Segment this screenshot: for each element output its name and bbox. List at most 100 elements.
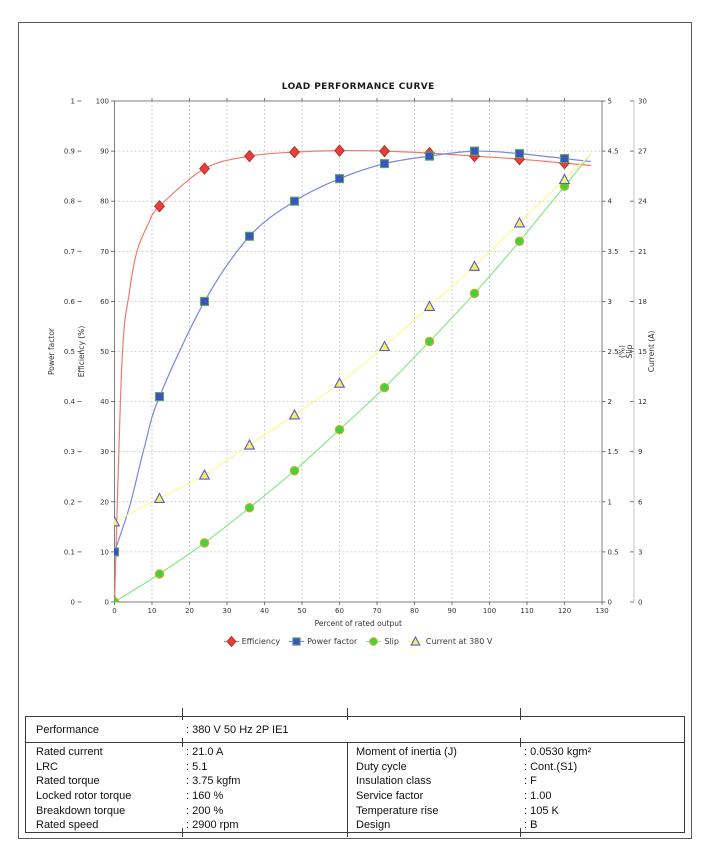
- svg-text:1: 1: [608, 498, 612, 506]
- slip-axis-title-unit: (%): [618, 345, 627, 358]
- svg-text:30: 30: [638, 98, 647, 106]
- spec-value: : 105 K: [524, 804, 559, 817]
- series-current: [114, 153, 592, 527]
- spec-label: Temperature rise: [356, 804, 439, 817]
- table-border-right: [684, 716, 685, 832]
- legend-item-power_factor: Power factor: [289, 635, 357, 648]
- spec-value: : F: [524, 775, 537, 788]
- spec-label: Locked rotor torque: [36, 790, 132, 803]
- svg-text:1.5: 1.5: [608, 448, 619, 456]
- spec-row: Rated speed: 2900 rpm: [25, 818, 347, 833]
- svg-text:1: 1: [71, 98, 75, 106]
- spec-row: Design: B: [347, 818, 685, 833]
- svg-text:130: 130: [595, 607, 608, 615]
- column-tick: [347, 708, 348, 720]
- spec-value: : 200 %: [186, 804, 224, 817]
- spec-label: Breakdown torque: [36, 804, 126, 817]
- x-axis-title: Percent of rated output: [315, 619, 402, 628]
- spec-row: LRC: 5.1: [25, 760, 347, 775]
- svg-text:90: 90: [100, 148, 109, 156]
- performance-value: : 380 V 50 Hz 2P IE1: [186, 723, 289, 736]
- power-factor-axis-title: Power factor: [47, 327, 56, 375]
- efficiency-axis-title: Efficiency (%): [77, 326, 86, 378]
- svg-text:100: 100: [483, 607, 496, 615]
- spec-label: Design: [356, 819, 391, 832]
- svg-text:70: 70: [100, 248, 109, 256]
- svg-text:0.9: 0.9: [64, 148, 75, 156]
- svg-text:100: 100: [96, 98, 109, 106]
- legend-item-slip: Slip: [366, 635, 399, 648]
- svg-text:2.5: 2.5: [608, 348, 619, 356]
- svg-text:0.2: 0.2: [64, 498, 75, 506]
- spec-value: : 160 %: [186, 790, 224, 803]
- spec-row: Service factor: 1.00: [347, 789, 685, 804]
- legend-item-current: Current at 380 V: [407, 635, 493, 648]
- svg-text:80: 80: [410, 607, 419, 615]
- spec-label: Rated speed: [36, 819, 99, 832]
- svg-text:20: 20: [100, 498, 109, 506]
- spec-row: Insulation class: F: [347, 774, 685, 789]
- svg-text:21: 21: [638, 248, 647, 256]
- chart-title: LOAD PERFORMANCE CURVE: [282, 82, 435, 92]
- svg-text:0.5: 0.5: [64, 348, 75, 356]
- svg-text:0.7: 0.7: [64, 248, 75, 256]
- svg-text:24: 24: [638, 198, 647, 206]
- svg-text:40: 40: [260, 607, 269, 615]
- series-efficiency: [114, 144, 591, 603]
- svg-text:30: 30: [223, 607, 232, 615]
- load-performance-curve-svg: 0 10 20 30 40 50 60 70 80 90 100 110 120 130010203040…: [47, 82, 656, 628]
- svg-text:0.4: 0.4: [64, 398, 76, 406]
- spec-row: Rated torque: 3.75 kgfm: [25, 774, 347, 789]
- svg-text:0: 0: [112, 607, 116, 615]
- legend-label: Slip: [384, 636, 399, 646]
- spec-value: : 3.75 kgfm: [186, 775, 241, 788]
- circle-marker-icon: [366, 636, 382, 646]
- table-border-left: [25, 716, 26, 832]
- spec-value: : Cont.(S1): [524, 760, 578, 773]
- svg-text:0.5: 0.5: [608, 548, 619, 556]
- spec-row: Temperature rise : 105 K: [347, 803, 685, 818]
- spec-value: : 21.0 A: [186, 746, 224, 759]
- svg-text:10: 10: [100, 548, 109, 556]
- legend-item-efficiency: Efficiency: [223, 635, 281, 648]
- spec-row: Breakdown torque : 200 %: [25, 803, 347, 818]
- spec-row: Duty cycle: Cont.(S1): [347, 760, 685, 775]
- svg-text:40: 40: [100, 398, 109, 406]
- legend-label: Current at 380 V: [425, 636, 493, 646]
- svg-text:0.3: 0.3: [64, 448, 75, 456]
- series-power_factor: [114, 146, 591, 557]
- svg-text:50: 50: [100, 348, 109, 356]
- triangle-marker-icon: [407, 635, 423, 646]
- svg-text:4: 4: [608, 198, 613, 206]
- current-axis-title: Current (A): [647, 331, 656, 373]
- load-performance-chart: 0 10 20 30 40 50 60 70 80 90 100 110 120 130 0 10 20 30 40…: [19, 23, 691, 683]
- performance-label: Performance: [36, 723, 99, 736]
- svg-text:70: 70: [373, 607, 382, 615]
- spec-value: : 0.0530 kgm²: [524, 746, 592, 759]
- svg-text:50: 50: [298, 607, 307, 615]
- svg-text:110: 110: [520, 607, 533, 615]
- spec-label: Rated current: [36, 746, 103, 759]
- diamond-marker-icon: [223, 635, 239, 647]
- svg-text:5: 5: [608, 98, 612, 106]
- svg-text:3: 3: [638, 548, 642, 556]
- legend-label: Efficiency: [241, 636, 281, 646]
- spec-row: Moment of inertia (J): 0.0530 kgm²: [347, 745, 685, 760]
- chart-legend: Efficiency Power factor Slip Current at 380…: [114, 633, 602, 649]
- table-left-column: Rated current : 21.0 A LRC: 5.1 Rated tor…: [25, 745, 347, 833]
- svg-text:10: 10: [148, 607, 157, 615]
- svg-text:90: 90: [448, 607, 457, 615]
- svg-text:60: 60: [100, 298, 109, 306]
- svg-text:6: 6: [638, 498, 643, 506]
- spec-label: LRC: [36, 760, 59, 773]
- tick-labels: 0 10 20 30 40 50 60 70 80 90 100 110 120 130010203040…: [64, 98, 648, 616]
- column-tick: [520, 738, 521, 747]
- spec-row: Rated current : 21.0 A: [25, 745, 347, 760]
- svg-text:80: 80: [100, 198, 109, 206]
- column-tick: [347, 828, 348, 837]
- performance-row: Performance : 380 V 50 Hz 2P IE1: [25, 718, 685, 741]
- table-rule-bottom: [25, 832, 685, 833]
- svg-text:0: 0: [608, 599, 612, 607]
- column-tick: [182, 828, 183, 837]
- svg-text:4.5: 4.5: [608, 148, 619, 156]
